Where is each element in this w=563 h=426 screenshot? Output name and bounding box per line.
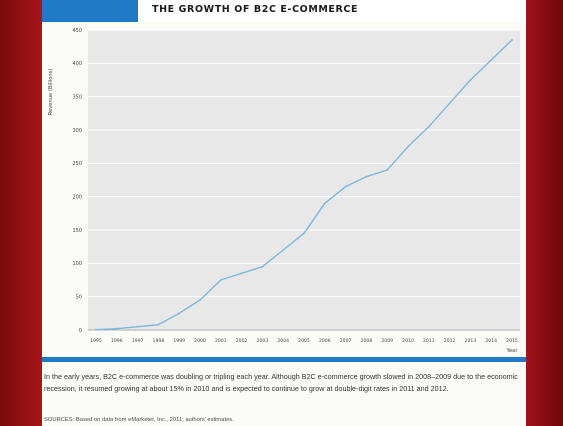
- y-axis-label: Revenue (Billions): [48, 69, 54, 116]
- x-tick-label: 1997: [132, 338, 144, 344]
- data-point: [344, 185, 347, 188]
- data-point: [386, 169, 389, 171]
- data-point: [490, 59, 493, 61]
- figure-header-accent: [42, 0, 138, 22]
- data-points: [95, 39, 513, 331]
- x-tick-label: 2002: [236, 338, 248, 344]
- y-tick-label: 250: [72, 161, 82, 167]
- data-point: [178, 312, 181, 315]
- figure-caption: In the early years, B2C e-commerce was d…: [44, 371, 524, 394]
- x-tick-label: 1998: [153, 338, 165, 344]
- figure-title: THE GROWTH OF B2C E-COMMERCE: [152, 4, 359, 15]
- x-axis-ticks: 1995 1996 1997 1998 1999 2000 2001 2002 2003 2004…: [90, 338, 518, 344]
- data-point: [199, 299, 201, 301]
- plot-area: [88, 30, 520, 330]
- data-point: [261, 265, 264, 268]
- data-point: [303, 232, 305, 235]
- data-point: [219, 279, 222, 281]
- x-tick-label: 2010: [402, 338, 414, 344]
- x-tick-label: 2005: [298, 338, 310, 344]
- x-tick-label: 2013: [465, 338, 477, 344]
- data-point: [323, 202, 326, 205]
- y-tick-label: 200: [72, 194, 82, 200]
- caption-text: In the early years, B2C e-commerce was d…: [44, 372, 518, 393]
- y-tick-label: 400: [72, 61, 82, 67]
- x-tick-label: 2008: [361, 338, 373, 344]
- grid-lines: [88, 29, 520, 298]
- data-point: [157, 323, 160, 326]
- y-tick-label: 150: [72, 228, 82, 234]
- data-point: [282, 249, 285, 251]
- caption-divider: [42, 357, 526, 362]
- x-tick-label: 2012: [444, 338, 456, 344]
- x-tick-label: 2015: [506, 338, 518, 344]
- x-tick-label: 2014: [485, 338, 497, 344]
- x-tick-label: 2003: [257, 338, 269, 344]
- x-tick-label: 2001: [215, 338, 227, 344]
- y-tick-label: 350: [72, 94, 82, 100]
- x-tick-label: 2009: [381, 338, 393, 344]
- x-tick-label: 1996: [111, 338, 123, 344]
- data-point: [427, 125, 430, 128]
- y-tick-label: 300: [72, 128, 82, 134]
- x-tick-label: 2000: [194, 338, 206, 344]
- y-tick-label: 450: [72, 28, 82, 34]
- data-point: [469, 79, 472, 81]
- x-tick-label: 1999: [173, 338, 185, 344]
- data-point: [95, 328, 97, 331]
- y-tick-label: 100: [72, 261, 82, 267]
- x-tick-label: 2011: [423, 338, 435, 344]
- y-tick-label: 0: [79, 328, 82, 334]
- slide-right-band: [525, 0, 563, 426]
- figure-header: THE GROWTH OF B2C E-COMMERCE: [42, 0, 526, 22]
- slide-left-band: [0, 0, 42, 426]
- x-tick-label: 2007: [340, 338, 352, 344]
- data-point: [407, 145, 409, 148]
- data-point: [511, 39, 513, 41]
- data-point: [240, 272, 243, 275]
- data-point: [115, 327, 118, 330]
- line-chart: 0 50 100 150 200 250 300 350 400 450 1995 1996 1997…: [48, 28, 520, 354]
- data-point: [365, 175, 368, 178]
- data-point: [136, 325, 139, 328]
- x-axis-label: Year: [506, 348, 519, 354]
- x-tick-label: 2006: [319, 338, 331, 344]
- figure-page: THE GROWTH OF B2C E-COMMERCE 0 50 100 150 20…: [42, 0, 526, 426]
- data-point: [448, 102, 451, 105]
- y-axis-ticks: 0 50 100 150 200 250 300 350 400 450: [72, 28, 82, 334]
- x-tick-label: 1995: [90, 338, 102, 344]
- figure-source: SOURCES: Based on data from eMarketer, I…: [44, 417, 234, 423]
- x-tick-label: 2004: [277, 338, 289, 344]
- y-tick-label: 50: [76, 294, 82, 300]
